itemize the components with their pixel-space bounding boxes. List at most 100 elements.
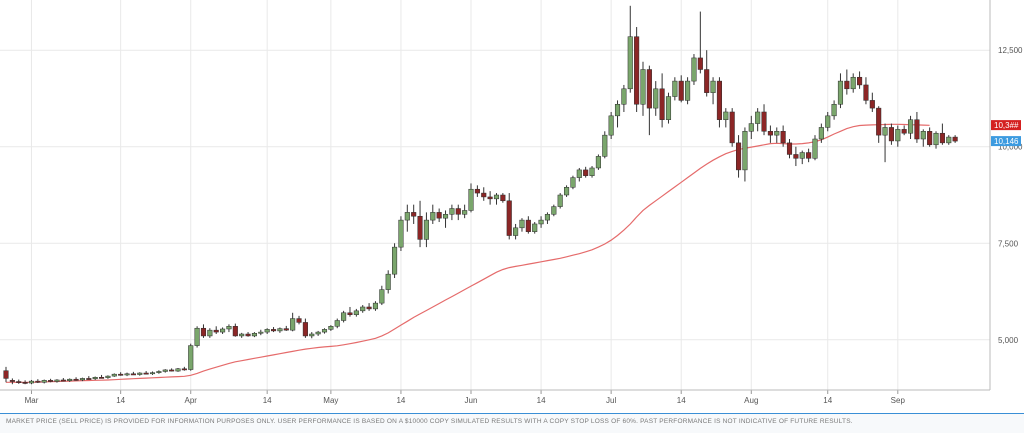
candle-body-up	[627, 36, 633, 90]
candle-body-down	[914, 119, 920, 140]
candle-body-up	[774, 131, 780, 136]
candle-body-up	[149, 372, 156, 375]
candle-body-up	[423, 219, 429, 240]
price-badge	[991, 120, 1021, 131]
candle-body-up	[493, 194, 500, 200]
candle-body-down	[901, 129, 907, 134]
candle-body-up	[519, 219, 525, 229]
candle-body-down	[500, 194, 506, 202]
candle-body-up	[882, 127, 888, 136]
x-tick-label: Aug	[744, 396, 758, 405]
x-tick-label: Mar	[25, 396, 39, 405]
candle-body-up	[748, 123, 754, 132]
candle-body-down	[888, 127, 894, 142]
candle-body-down	[767, 131, 773, 136]
candle-body-down	[22, 382, 28, 384]
candle-body-down	[130, 373, 136, 376]
candle-body-up	[831, 104, 837, 117]
candle-body-up	[385, 273, 391, 290]
x-tick-label: Jun	[465, 396, 478, 405]
candle-body-up	[111, 373, 117, 377]
candle-body-down	[793, 154, 799, 159]
candle-body-up	[258, 331, 264, 334]
candle-body-up	[691, 57, 697, 82]
candle-body-up	[513, 227, 519, 236]
candle-body-down	[506, 200, 512, 236]
candle-body-up	[398, 219, 404, 248]
candlestick-chart: Mar 14 Apr 14 May 14 Jun 14 Jul 14 Aug 14 Sep 5,000 7,…	[0, 0, 1023, 405]
candle-body-down	[729, 111, 735, 144]
candle-body-up	[564, 187, 570, 196]
candle-body-down	[952, 136, 958, 142]
candle-body-up	[334, 320, 340, 327]
candle-body-up	[430, 212, 436, 221]
candle-body-up	[290, 318, 296, 331]
candle-body-up	[614, 104, 621, 117]
candle-body-down	[704, 69, 710, 93]
candle-body-up	[723, 111, 729, 120]
candle-body-up	[755, 111, 761, 124]
candle-body-up	[226, 326, 232, 330]
candle-body-down	[939, 132, 945, 144]
candle-body-down	[73, 378, 79, 381]
candle-body-down	[806, 152, 812, 159]
candle-body-up	[551, 206, 557, 215]
candle-body-up	[933, 132, 939, 146]
candle-body-up	[328, 326, 334, 330]
candle-body-up	[742, 131, 748, 171]
y-tick-label: 7,500	[998, 239, 1019, 248]
candle-body-down	[436, 212, 442, 219]
candle-body-up	[372, 302, 379, 310]
candle-body-down	[347, 312, 353, 315]
candle-body-down	[634, 36, 640, 105]
candle-body-up	[920, 131, 926, 140]
candle-body-up	[946, 136, 952, 144]
price-badge	[991, 136, 1021, 147]
candle-body-up	[468, 188, 474, 211]
candle-body-down	[927, 131, 933, 146]
candle-body-down	[232, 326, 238, 337]
candle-body-down	[283, 328, 289, 331]
candle-body-up	[621, 88, 627, 105]
candle-body-down	[646, 69, 652, 109]
candle-body-up	[315, 331, 321, 335]
candle-body-up	[379, 289, 385, 304]
candle-body-up	[685, 80, 691, 101]
candle-body-down	[3, 370, 9, 379]
candle-body-up	[653, 88, 659, 109]
candle-body-down	[302, 322, 308, 337]
candle-body-up	[462, 210, 468, 215]
candle-body-down	[736, 142, 742, 171]
candle-body-up	[576, 169, 582, 178]
candle-body-up	[392, 246, 398, 275]
candle-body-up	[799, 152, 805, 159]
candle-body-up	[907, 119, 914, 134]
candle-body-down	[118, 373, 124, 376]
candle-body-down	[270, 329, 277, 332]
candle-body-up	[137, 372, 143, 375]
candle-body-down	[697, 57, 703, 70]
candle-body-down	[245, 333, 251, 337]
candle-body-down	[48, 380, 54, 382]
candle-body-down	[60, 379, 66, 382]
candle-body-up	[837, 80, 844, 105]
candle-body-up	[895, 129, 901, 142]
candle-body-down	[481, 192, 487, 198]
candle-body-down	[844, 80, 850, 90]
candle-body-up	[162, 369, 168, 372]
candle-body-up	[640, 69, 646, 105]
candle-body-up	[41, 380, 47, 383]
candle-body-up	[92, 377, 98, 380]
candle-body-down	[181, 368, 187, 371]
candle-body-up	[277, 328, 283, 332]
x-tick-label: 14	[263, 396, 272, 405]
candle-body-down	[786, 142, 793, 155]
candle-body-up	[589, 167, 595, 176]
candle-body-up	[538, 219, 544, 225]
candle-body-up	[442, 214, 449, 219]
candle-body-down	[487, 196, 493, 200]
candle-body-down	[296, 318, 302, 323]
candle-body-up	[825, 115, 831, 128]
candle-body-up	[67, 378, 73, 381]
candle-body-up	[79, 378, 85, 381]
